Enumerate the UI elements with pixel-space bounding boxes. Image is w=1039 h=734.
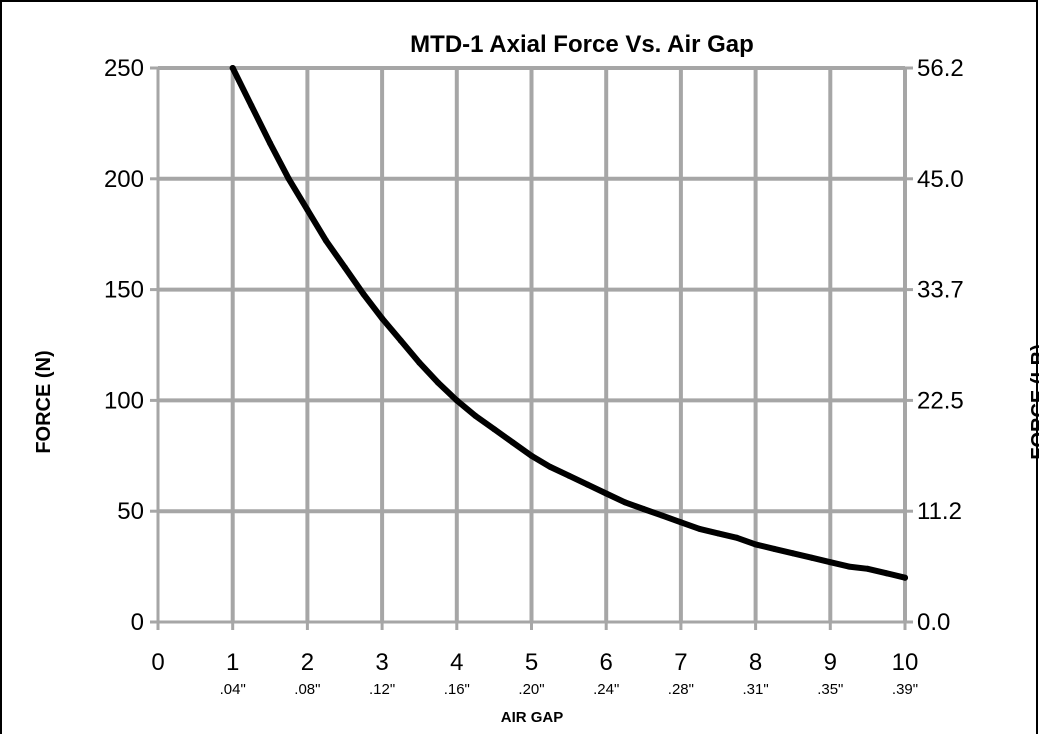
data-point xyxy=(360,291,367,297)
data-point xyxy=(603,490,610,497)
data-point xyxy=(846,563,852,570)
x-subtick-label: .24" xyxy=(593,681,619,698)
y-tick-label-left: 200 xyxy=(104,166,144,193)
x-tick-label: 1 xyxy=(226,649,239,676)
y-axis-label-left: FORCE (N) xyxy=(33,350,55,453)
x-tick-label: 4 xyxy=(450,649,463,676)
data-point xyxy=(416,359,423,366)
x-tick-label: 8 xyxy=(749,649,762,676)
x-subtick-label: .39" xyxy=(892,681,918,698)
chart-title: MTD-1 Axial Force Vs. Air Gap xyxy=(410,31,754,58)
x-subtick-label: .16" xyxy=(444,681,470,698)
data-point xyxy=(248,102,255,109)
data-point xyxy=(621,499,628,506)
data-point xyxy=(902,574,908,581)
data-point xyxy=(509,439,516,446)
data-point xyxy=(677,519,684,526)
y-tick-label-right: 0.0 xyxy=(917,609,950,636)
data-point xyxy=(229,65,236,71)
y-tick-label-left: 0 xyxy=(131,609,144,636)
data-point xyxy=(584,481,591,488)
y-axis-label-right: FORCE (LB) xyxy=(1028,344,1039,460)
text-layer: MTD-1 Axial Force Vs. Air Gap FORCE (N) … xyxy=(33,31,1039,726)
data-point xyxy=(323,237,330,244)
x-subtick-label: .20" xyxy=(518,681,544,698)
data-point xyxy=(547,463,554,470)
x-subtick-label: .04" xyxy=(220,681,246,698)
series-layer xyxy=(229,65,908,581)
x-tick-label: 0 xyxy=(151,649,164,676)
data-point xyxy=(733,534,740,541)
x-tick-label: 10 xyxy=(892,649,919,676)
y-tick-label-left: 250 xyxy=(104,55,144,82)
y-tick-label-right: 33.7 xyxy=(917,277,964,304)
data-point xyxy=(808,554,815,561)
x-subtick-label: .12" xyxy=(369,681,395,698)
data-point xyxy=(379,315,386,322)
data-point xyxy=(715,530,722,537)
x-tick-label: 7 xyxy=(674,649,687,676)
x-tick-label: 9 xyxy=(824,649,837,676)
x-tick-label: 6 xyxy=(600,649,613,676)
data-point xyxy=(864,565,871,572)
y-tick-label-right: 11.2 xyxy=(917,498,962,525)
data-point xyxy=(341,264,348,271)
data-point xyxy=(696,525,703,532)
x-tick-label: 5 xyxy=(525,649,538,676)
data-point xyxy=(397,337,404,344)
data-point xyxy=(640,506,647,512)
data-point xyxy=(752,541,759,548)
y-tick-label-right: 56.2 xyxy=(917,55,964,82)
x-axis-label: AIR GAP xyxy=(501,709,564,726)
data-point xyxy=(491,426,498,433)
data-point xyxy=(659,512,666,519)
y-tick-label-right: 45.0 xyxy=(917,166,964,193)
data-point xyxy=(771,545,778,552)
data-point xyxy=(565,472,572,479)
data-point xyxy=(528,452,535,459)
grid xyxy=(158,66,907,622)
data-point xyxy=(304,206,311,213)
x-tick-label: 3 xyxy=(375,649,388,676)
x-subtick-label: .31" xyxy=(743,681,769,698)
data-point xyxy=(827,559,834,566)
data-point xyxy=(453,397,460,404)
data-point xyxy=(472,412,479,419)
data-point xyxy=(883,570,890,577)
data-point xyxy=(285,175,292,182)
data-point xyxy=(267,140,274,147)
y-tick-label-left: 50 xyxy=(117,498,144,525)
y-tick-label-left: 150 xyxy=(104,277,144,304)
x-subtick-label: .28" xyxy=(668,681,694,698)
data-point xyxy=(789,550,796,557)
x-subtick-label: .35" xyxy=(817,681,843,698)
y-tick-label-left: 100 xyxy=(104,387,144,414)
data-point xyxy=(435,379,442,386)
x-tick-label: 2 xyxy=(301,649,314,676)
x-subtick-label: .08" xyxy=(294,681,320,698)
axes xyxy=(150,66,913,630)
y-tick-label-right: 22.5 xyxy=(917,387,964,414)
